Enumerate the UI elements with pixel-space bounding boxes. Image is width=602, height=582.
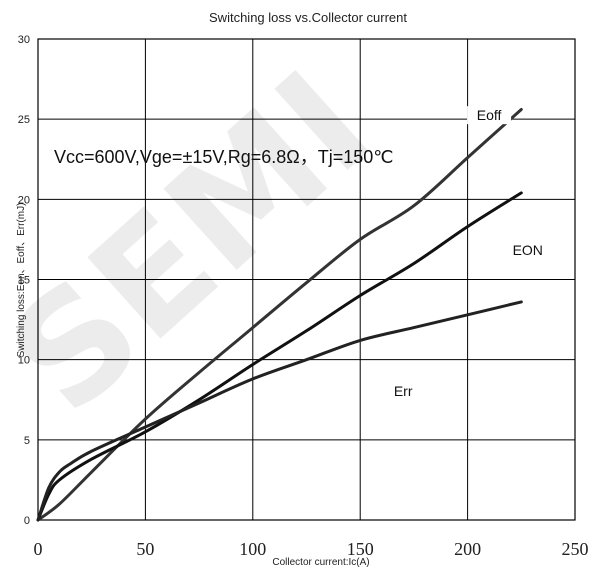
x-tick-label: 250	[562, 539, 589, 559]
series-label-eoff: Eoff	[477, 107, 502, 123]
series-line-eon	[36, 191, 523, 522]
x-tick-label: 100	[239, 539, 266, 559]
y-tick-label: 30	[18, 34, 30, 46]
x-tick-label: 0	[34, 539, 43, 559]
series-label-bg	[510, 240, 546, 259]
y-tick-label: 5	[24, 435, 30, 447]
series-label-err: Err	[394, 383, 413, 399]
chart-title: Switching loss vs.Collector current	[209, 10, 407, 25]
series-label-eon: EON	[513, 242, 543, 258]
y-tick-label: 0	[24, 515, 30, 527]
y-tick-labels: 0 5 10 15 20 25 30	[18, 34, 30, 527]
x-axis-label: Collector current:Ic(A)	[272, 557, 369, 568]
series-label-bg	[385, 381, 421, 400]
watermark: SEMI	[0, 39, 403, 446]
series-line-eoff	[36, 108, 523, 522]
series-labels: Eoff EON Err	[385, 106, 546, 400]
y-tick-label: 25	[18, 114, 30, 126]
x-tick-label: 50	[136, 539, 154, 559]
plot-frame	[37, 38, 576, 521]
x-tick-label: 200	[454, 539, 481, 559]
series-label-bg	[467, 106, 512, 125]
y-tick-label: 20	[18, 194, 30, 206]
x-tick-label: 150	[347, 539, 374, 559]
series-line-err	[36, 300, 523, 522]
test-conditions-annotation: Vcc=600V,Vge=±15V,Rg=6.8Ω，Tj=150℃	[54, 147, 393, 167]
series-lines	[36, 108, 523, 522]
y-tick-label: 15	[18, 275, 30, 287]
y-tick-label: 10	[18, 355, 30, 367]
y-axis-label: Switching loss:Eon、Eoff、Err(mJ)	[16, 203, 27, 358]
x-tick-labels: 0 50 100 150 200 250	[34, 539, 589, 559]
